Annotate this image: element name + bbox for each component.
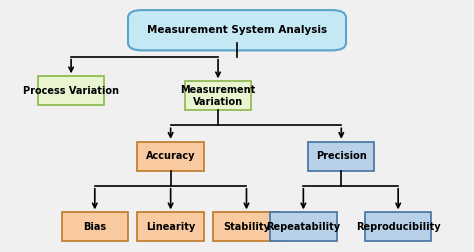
Text: Process Variation: Process Variation [23, 86, 119, 96]
FancyBboxPatch shape [213, 212, 280, 241]
FancyBboxPatch shape [38, 76, 104, 105]
FancyBboxPatch shape [137, 142, 204, 171]
FancyBboxPatch shape [365, 212, 431, 241]
Text: Accuracy: Accuracy [146, 151, 195, 161]
Text: Bias: Bias [83, 222, 106, 232]
Text: Linearity: Linearity [146, 222, 195, 232]
FancyBboxPatch shape [62, 212, 128, 241]
FancyBboxPatch shape [185, 81, 251, 110]
FancyBboxPatch shape [128, 10, 346, 50]
FancyBboxPatch shape [137, 212, 204, 241]
Text: Measurement
Variation: Measurement Variation [181, 85, 255, 107]
FancyBboxPatch shape [308, 142, 374, 171]
Text: Repeatability: Repeatability [266, 222, 340, 232]
Text: Reproducibility: Reproducibility [356, 222, 440, 232]
FancyBboxPatch shape [270, 212, 337, 241]
Text: Measurement System Analysis: Measurement System Analysis [147, 25, 327, 35]
Text: Stability: Stability [223, 222, 270, 232]
Text: Precision: Precision [316, 151, 367, 161]
